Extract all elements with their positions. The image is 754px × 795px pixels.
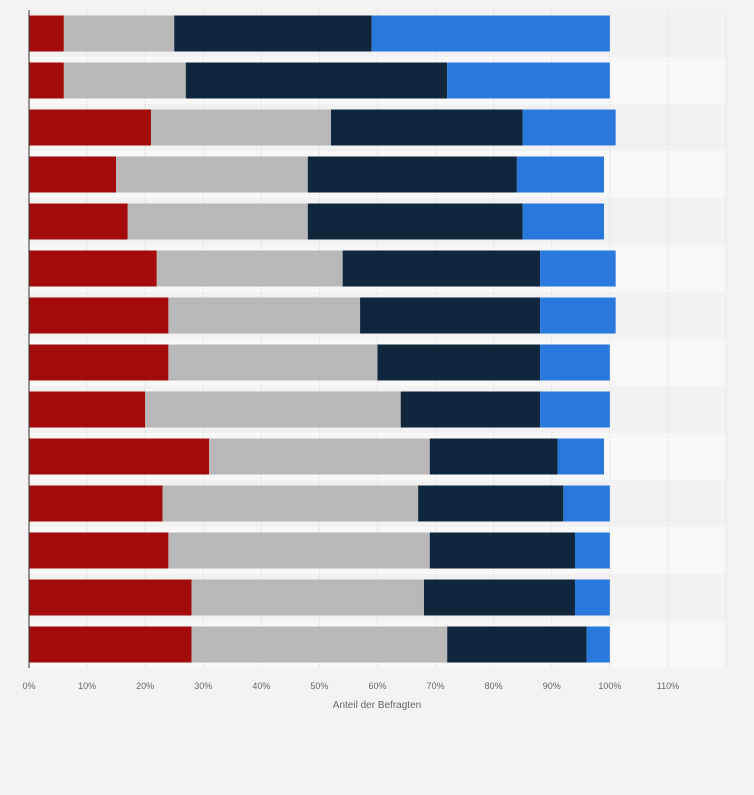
bar-segment — [29, 532, 169, 569]
bar-segment — [174, 15, 372, 52]
bar-segment — [29, 297, 169, 334]
bar-segment — [145, 391, 401, 428]
bar-segment — [127, 203, 308, 240]
bar-segment — [162, 485, 419, 522]
bar-segment — [574, 579, 610, 616]
bar-segment — [29, 15, 64, 52]
bar-segment — [307, 156, 517, 193]
bar-segment — [429, 438, 558, 475]
bar-segment — [377, 344, 541, 381]
bar-segment — [150, 109, 332, 146]
bar-segment — [168, 297, 361, 334]
bar-segment — [191, 626, 448, 663]
bar-segment — [29, 626, 192, 663]
bar-segment — [63, 15, 175, 52]
bar-segment — [63, 62, 186, 99]
bar-segment — [29, 485, 163, 522]
bar-segment — [540, 297, 616, 334]
bar-segment — [540, 344, 610, 381]
x-tick-label: 80% — [485, 681, 503, 691]
bar-segment — [563, 485, 610, 522]
x-tick-label: 10% — [78, 681, 96, 691]
bar-segment — [522, 109, 616, 146]
bar-segment — [360, 297, 541, 334]
bar-segment — [574, 532, 610, 569]
bar-segment — [371, 15, 610, 52]
bar-segment — [29, 109, 151, 146]
bar-segment — [540, 250, 616, 287]
bar-segment — [168, 344, 378, 381]
x-tick-label: 70% — [427, 681, 445, 691]
bar-segment — [29, 579, 192, 616]
bar-segment — [447, 626, 587, 663]
bar-segment — [516, 156, 605, 193]
bar-segment — [116, 156, 308, 193]
bar-segment — [423, 579, 575, 616]
bar-segment — [191, 579, 424, 616]
bar-segment — [331, 109, 523, 146]
bar-segment — [29, 203, 128, 240]
bar-segment — [185, 62, 448, 99]
x-tick-label: 100% — [598, 681, 621, 691]
x-tick-label: 30% — [194, 681, 212, 691]
bar-segment — [29, 344, 169, 381]
x-tick-label: 60% — [368, 681, 386, 691]
bar-segment — [307, 203, 523, 240]
bar-segment — [29, 438, 210, 475]
bar-segment — [342, 250, 541, 287]
bar-segment — [156, 250, 343, 287]
bar-segment — [540, 391, 610, 428]
bar-segment — [522, 203, 605, 240]
bar-segment — [209, 438, 430, 475]
x-tick-label: 20% — [136, 681, 154, 691]
x-tick-label: 0% — [22, 681, 35, 691]
x-tick-label: 110% — [657, 681, 679, 691]
x-tick-label: 90% — [543, 681, 561, 691]
bar-segment — [400, 391, 541, 428]
bar-segment — [429, 532, 575, 569]
bar-segment — [447, 62, 610, 99]
x-axis-label: Anteil der Befragten — [333, 700, 421, 711]
bar-segment — [168, 532, 430, 569]
x-tick-label: 50% — [310, 681, 328, 691]
bar-segment — [29, 391, 146, 428]
bar-segment — [418, 485, 564, 522]
bar-segment — [29, 250, 157, 287]
bar-segment — [586, 626, 610, 663]
bar-segment — [29, 156, 117, 193]
bar-segment — [29, 62, 64, 99]
bar-segment — [557, 438, 605, 475]
x-tick-label: 40% — [252, 681, 270, 691]
